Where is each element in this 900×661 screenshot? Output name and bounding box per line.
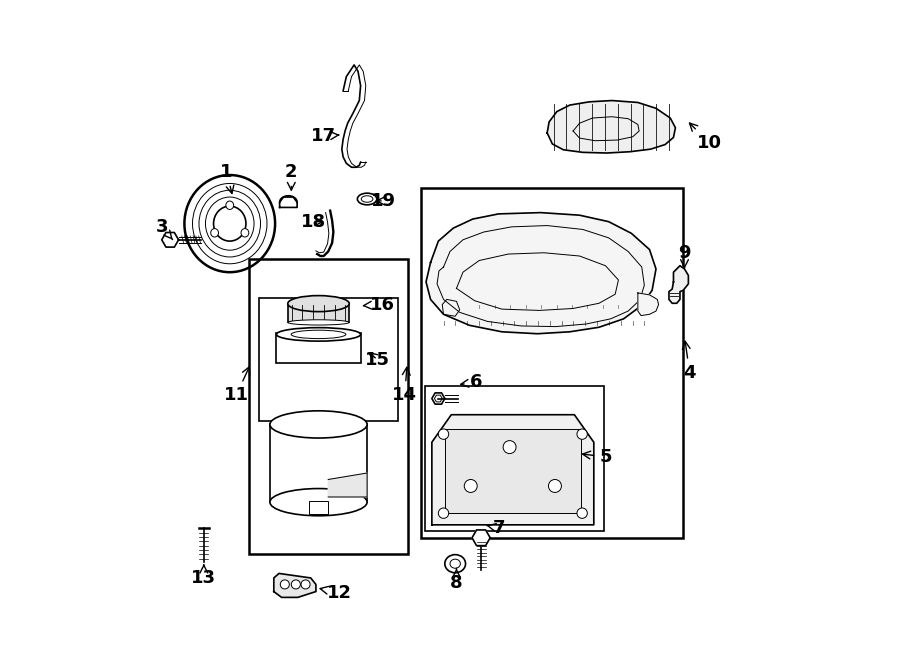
Ellipse shape	[211, 229, 219, 237]
Bar	[259, 298, 398, 421]
Circle shape	[280, 580, 290, 589]
Ellipse shape	[270, 411, 367, 438]
Ellipse shape	[226, 201, 234, 210]
Text: 17: 17	[311, 127, 339, 145]
Text: 11: 11	[224, 367, 249, 405]
Circle shape	[464, 479, 477, 492]
Bar	[309, 501, 328, 514]
Polygon shape	[547, 100, 675, 153]
Ellipse shape	[276, 328, 361, 341]
Ellipse shape	[450, 559, 461, 568]
Bar	[276, 332, 361, 363]
Text: 5: 5	[582, 447, 612, 466]
Circle shape	[577, 508, 588, 518]
Circle shape	[292, 580, 301, 589]
Text: 18: 18	[302, 213, 327, 231]
Ellipse shape	[241, 229, 248, 237]
Text: 4: 4	[682, 341, 696, 381]
Text: 12: 12	[320, 584, 353, 602]
Ellipse shape	[291, 330, 346, 338]
Ellipse shape	[288, 320, 349, 325]
Circle shape	[301, 580, 310, 589]
Text: 8: 8	[450, 568, 463, 592]
Text: 7: 7	[487, 519, 505, 537]
Polygon shape	[638, 293, 659, 315]
Text: 19: 19	[372, 192, 396, 210]
Bar	[445, 429, 580, 513]
Bar	[421, 188, 683, 538]
Polygon shape	[328, 473, 367, 497]
Ellipse shape	[361, 196, 373, 202]
Text: 2: 2	[285, 163, 298, 190]
Bar	[288, 305, 349, 323]
Circle shape	[548, 479, 562, 492]
Text: 3: 3	[156, 218, 173, 239]
Circle shape	[438, 508, 449, 518]
Polygon shape	[162, 233, 178, 247]
Ellipse shape	[213, 206, 246, 241]
Ellipse shape	[445, 555, 465, 573]
Text: 15: 15	[364, 350, 390, 369]
Polygon shape	[472, 530, 491, 545]
Polygon shape	[432, 414, 594, 525]
Polygon shape	[274, 573, 316, 598]
Bar	[270, 424, 367, 502]
Polygon shape	[426, 213, 656, 334]
Bar	[249, 259, 408, 554]
Text: 1: 1	[220, 163, 234, 194]
Text: 13: 13	[192, 565, 216, 587]
Text: 9: 9	[679, 244, 690, 268]
Circle shape	[438, 429, 449, 440]
Circle shape	[503, 441, 516, 453]
Text: 10: 10	[689, 123, 722, 151]
Text: 14: 14	[392, 368, 418, 405]
Ellipse shape	[357, 193, 377, 205]
Text: 16: 16	[364, 295, 394, 313]
Bar	[426, 385, 604, 531]
Polygon shape	[280, 197, 297, 208]
Polygon shape	[669, 266, 689, 303]
Ellipse shape	[270, 488, 367, 516]
Text: 6: 6	[461, 373, 482, 391]
Circle shape	[577, 429, 588, 440]
Ellipse shape	[288, 295, 349, 311]
